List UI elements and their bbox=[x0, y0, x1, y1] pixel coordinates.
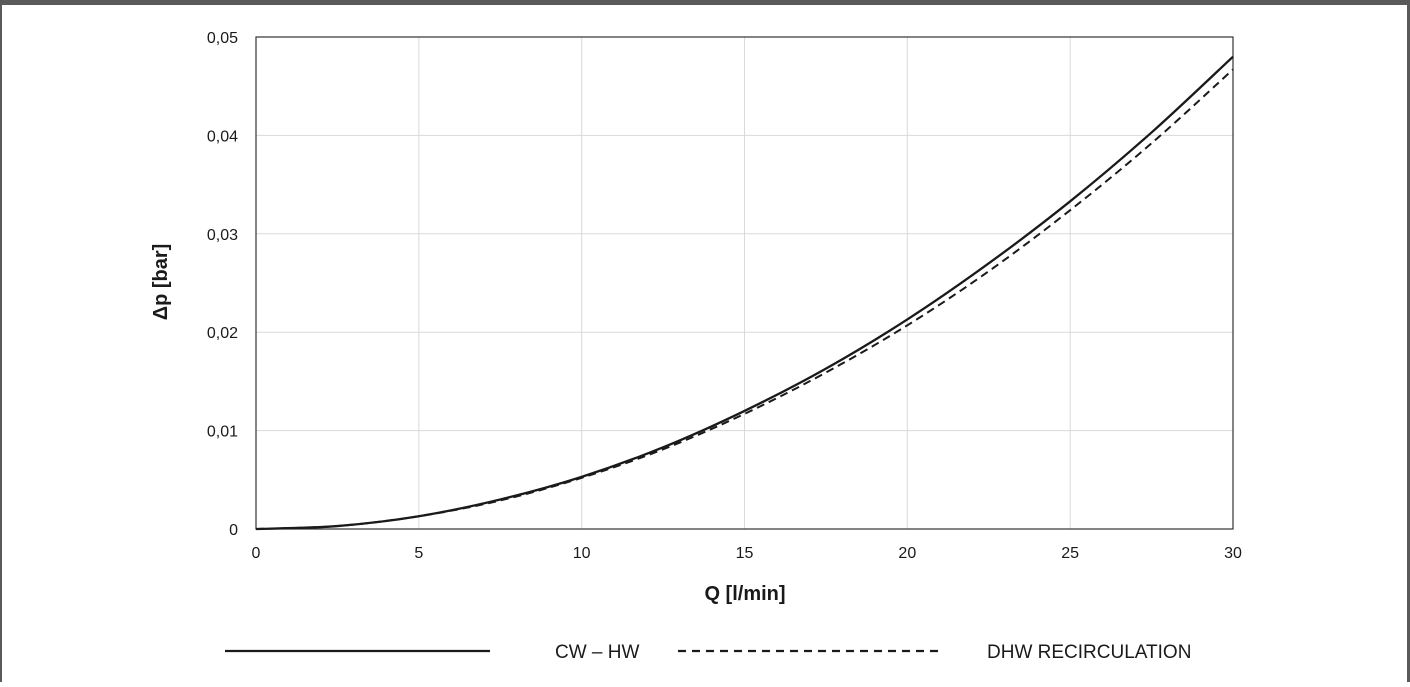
y-tick-label: 0,05 bbox=[207, 30, 238, 47]
y-tick-label: 0,02 bbox=[207, 325, 238, 342]
x-tick-label: 30 bbox=[1224, 545, 1242, 562]
x-tick-label: 0 bbox=[252, 545, 261, 562]
grid-layer bbox=[256, 37, 1233, 529]
legend-label-cw-hw: CW – HW bbox=[555, 642, 640, 663]
y-tick-labels: 0 0,01 0,02 0,03 0,04 0,05 bbox=[207, 30, 238, 539]
y-tick-label: 0,04 bbox=[207, 128, 238, 145]
series-line-dhw-recirculation bbox=[255, 68, 1234, 530]
x-tick-labels: 0 5 10 15 20 25 30 bbox=[252, 545, 1242, 562]
y-axis-title: Δp [bar] bbox=[150, 244, 172, 321]
y-tick-label: 0 bbox=[229, 522, 238, 539]
x-tick-label: 15 bbox=[736, 545, 754, 562]
left-border bbox=[0, 0, 2, 682]
top-border bbox=[0, 0, 1410, 5]
x-tick-label: 25 bbox=[1061, 545, 1079, 562]
plot-area-border bbox=[255, 36, 1234, 530]
y-tick-label: 0,03 bbox=[207, 227, 238, 244]
x-tick-label: 10 bbox=[573, 545, 591, 562]
x-tick-label: 5 bbox=[414, 545, 423, 562]
x-axis-title: Q [l/min] bbox=[704, 583, 785, 605]
legend: CW – HW DHW RECIRCULATION bbox=[225, 642, 1191, 663]
y-tick-label: 0,01 bbox=[207, 424, 238, 441]
legend-label-dhw-recirculation: DHW RECIRCULATION bbox=[987, 642, 1191, 663]
series-layer bbox=[255, 55, 1234, 531]
right-border bbox=[1407, 0, 1410, 682]
x-tick-label: 20 bbox=[898, 545, 916, 562]
